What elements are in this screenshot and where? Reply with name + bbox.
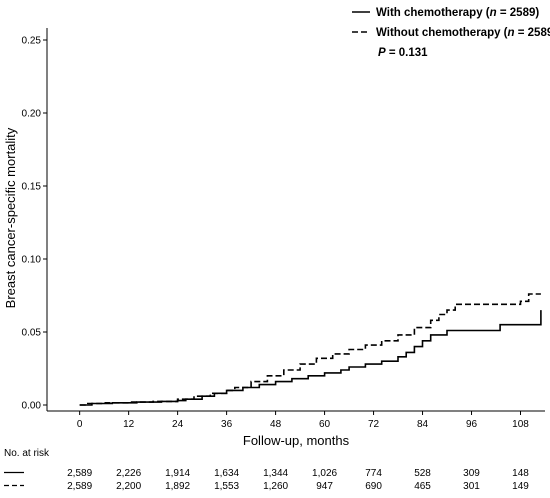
risk-value: 1,260 [263,481,288,492]
x-tick-label: 84 [417,419,429,430]
risk-value: 149 [512,481,529,492]
x-tick-label: 24 [172,419,184,430]
risk-value: 1,026 [312,468,337,479]
risk-value: 301 [463,481,480,492]
risk-value: 1,553 [214,481,239,492]
y-tick-label: 0.05 [22,328,42,339]
risk-value: 2,589 [67,468,92,479]
legend-entry: With chemotherapy (n = 2589) [376,7,539,19]
x-tick-label: 60 [319,419,331,430]
risk-value: 1,344 [263,468,288,479]
x-axis-label: Follow-up, months [243,433,350,448]
risk-value: 1,914 [165,468,190,479]
series-line-without-chemotherapy [79,293,541,406]
risk-value: 774 [365,468,382,479]
x-tick-label: 0 [77,419,83,430]
x-tick-label: 96 [466,419,478,430]
legend-entry: Without chemotherapy (n = 2589) [376,27,550,39]
y-ticks: 0.00 0.05 0.10 0.15 0.20 0.25 [22,36,47,412]
risk-value: 1,634 [214,468,239,479]
series-line-with-chemotherapy [79,310,542,406]
risk-value: 690 [365,481,382,492]
x-tick-label: 108 [512,419,529,430]
risk-value: 1,892 [165,481,190,492]
risk-value: 2,226 [116,468,141,479]
y-tick-label: 0.15 [22,182,42,193]
p-value-annotation: P = 0.131 [378,47,428,59]
x-tick-label: 72 [368,419,380,430]
risk-value: 2,200 [116,481,141,492]
risk-value: 947 [316,481,333,492]
y-tick-label: 0.10 [22,255,42,266]
y-axis-label: Breast cancer-specific mortality [3,127,18,308]
x-tick-label: 36 [221,419,233,430]
x-tick-label: 12 [123,419,135,430]
risk-value: 528 [414,468,431,479]
series-layer [79,293,542,406]
x-tick-label: 48 [270,419,282,430]
risk-value: 309 [463,468,480,479]
risk-table: 2,589 2,226 1,914 1,634 1,344 1,026 774 528 309 1… [4,468,529,492]
y-tick-label: 0.25 [22,36,42,47]
y-tick-label: 0.00 [22,401,42,412]
risk-table-title: No. at risk [4,448,50,459]
x-ticks: 0 12 24 36 48 60 72 84 96 108 [77,411,529,430]
risk-value: 148 [512,468,529,479]
risk-value: 465 [414,481,431,492]
y-tick-label: 0.20 [22,109,42,120]
risk-value: 2,589 [67,481,92,492]
legend: With chemotherapy (n = 2589) Without chem… [352,7,550,39]
